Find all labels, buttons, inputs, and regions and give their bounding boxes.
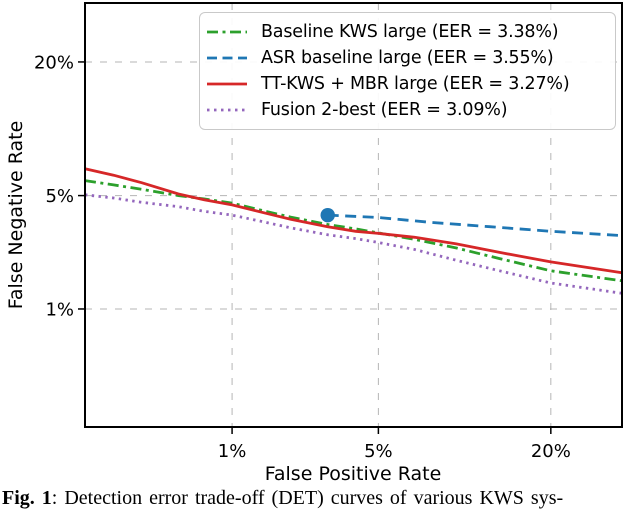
legend-item: ASR baseline large (EER = 3.55%) — [206, 45, 605, 71]
figure-caption: Fig. 1: Detection error trade-off (DET) … — [2, 487, 640, 509]
gridlines — [85, 3, 622, 427]
series-line-1 — [327, 213, 623, 237]
series-marker-dot — [320, 207, 335, 223]
y-tick-label: 5% — [45, 186, 74, 207]
y-tick-label: 1% — [45, 299, 74, 320]
figure-caption-text: : Detection error trade-off (DET) curves… — [51, 487, 564, 509]
series-line-0 — [84, 179, 623, 283]
legend-label: Fusion 2-best (EER = 3.09%) — [261, 100, 508, 120]
legend-label: Baseline KWS large (EER = 3.38%) — [261, 22, 559, 42]
series-line-3 — [84, 193, 623, 295]
legend-line-tt-kws-mbr-icon — [207, 82, 247, 86]
det-chart: 1% 5% 20% 1% 5% 20% False Positive Rate False… — [5, 2, 623, 485]
legend-line-fusion-icon — [207, 108, 247, 112]
legend-label: TT-KWS + MBR large (EER = 3.27%) — [261, 74, 570, 94]
x-tick-label: 20% — [531, 441, 571, 462]
chart-legend: Baseline KWS large (EER = 3.38%) ASR bas… — [199, 12, 616, 130]
x-tick-label: 1% — [218, 441, 247, 462]
y-tick-label: 20% — [34, 52, 74, 73]
series-lines — [84, 167, 623, 295]
figure-caption-number: Fig. 1 — [2, 487, 52, 509]
legend-label: ASR baseline large (EER = 3.55%) — [261, 48, 554, 68]
series-line-2 — [84, 167, 623, 275]
legend-line-baseline-kws-icon — [207, 30, 247, 34]
x-axis-label: False Positive Rate — [265, 463, 442, 485]
axis-ticks: 1% 5% 20% 1% 5% 20% — [34, 52, 571, 462]
legend-item: Fusion 2-best (EER = 3.09%) — [206, 97, 605, 123]
legend-item: TT-KWS + MBR large (EER = 3.27%) — [206, 71, 605, 97]
legend-line-asr-baseline-icon — [207, 56, 247, 60]
plot-border — [84, 2, 623, 428]
legend-item: Baseline KWS large (EER = 3.38%) — [206, 19, 605, 45]
x-tick-label: 5% — [364, 441, 393, 462]
y-axis-label: False Negative Rate — [5, 121, 27, 310]
